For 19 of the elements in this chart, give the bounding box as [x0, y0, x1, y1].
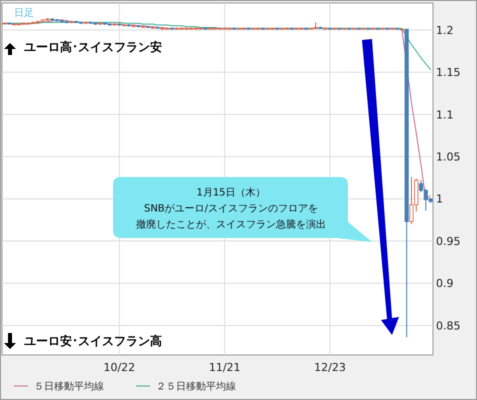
y-tick-label: 1.2 — [436, 24, 454, 37]
y-tick-label: 0.85 — [436, 319, 460, 332]
annotation: ユーロ高･スイスフラン安 — [24, 40, 162, 54]
y-tick-label: 1.1 — [436, 108, 454, 122]
y-tick-label: 0.9 — [436, 277, 454, 290]
y-tick-label: 1.05 — [436, 150, 460, 164]
y-tick-label: 0.95 — [436, 234, 460, 248]
x-tick-label: 11/21 — [208, 361, 241, 374]
x-tick-label: 10/22 — [103, 361, 136, 374]
text: 日足 — [14, 8, 34, 19]
line-series — [4, 22, 432, 70]
legend-label: ５日移動平均線 — [34, 380, 104, 392]
annotation: SNBがユーロ/スイスフランのフロアを撤廃したことが、スイスフラン急騰を演出 — [136, 204, 326, 230]
annotation: ユーロ安･スイスフラン高 — [24, 334, 162, 348]
legend-label: ２５日移動平均線 — [156, 380, 236, 392]
y-tick-label: 1.15 — [436, 66, 460, 80]
y-tick-label: 1 — [436, 192, 443, 206]
annotation: 1月15日（木） — [196, 186, 266, 198]
x-tick-label: 12/23 — [314, 361, 346, 374]
